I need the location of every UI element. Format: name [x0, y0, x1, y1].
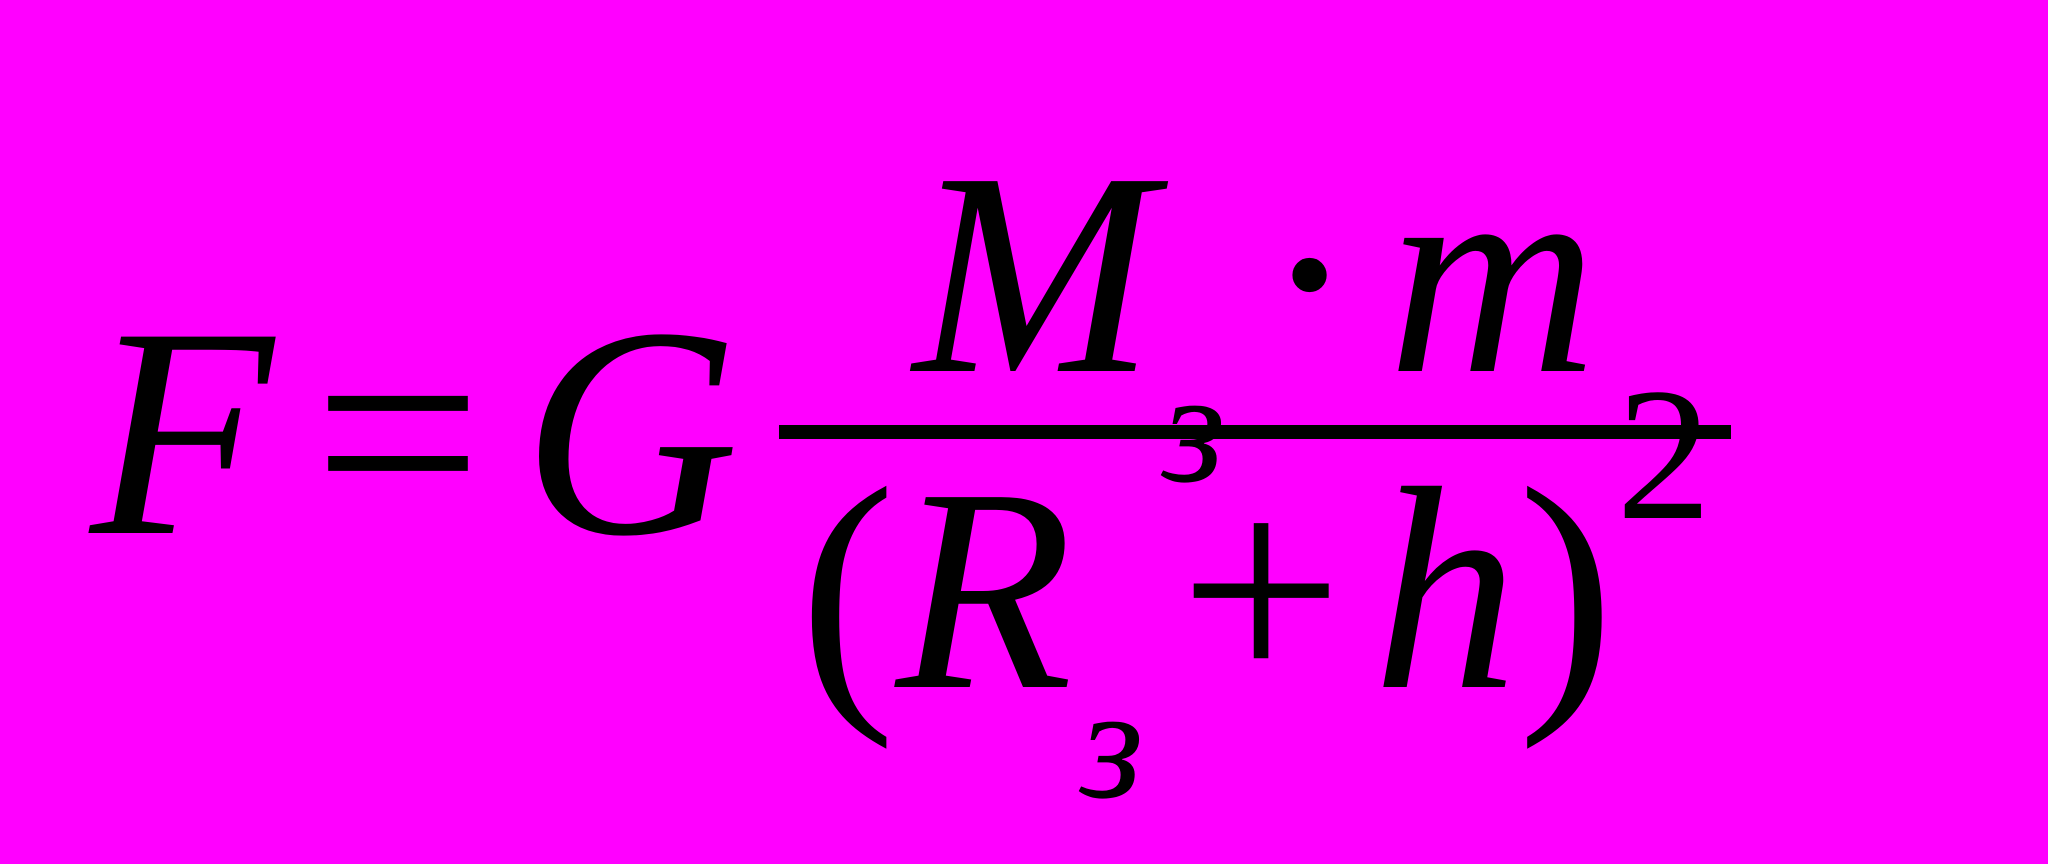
grav-constant-variable: G	[522, 282, 739, 582]
formula-canvas: F = G M з · m ( R з	[0, 0, 2048, 864]
earth-mass-term: M з	[913, 129, 1231, 419]
multiplication-dot: ·	[1261, 129, 1358, 419]
equation-left-side: F = G	[90, 282, 739, 582]
earth-radius-subscript: з	[1081, 663, 1143, 823]
earth-radius-term: R з	[896, 445, 1150, 735]
close-parenthesis: )	[1518, 445, 1615, 735]
denominator-group: ( R з + h ) 2	[799, 445, 1711, 735]
earth-mass-subscript: з	[1163, 347, 1225, 507]
altitude-variable: h	[1373, 445, 1518, 735]
equals-sign: =	[313, 282, 482, 582]
force-variable: F	[90, 282, 273, 582]
fraction-denominator: ( R з + h ) 2	[779, 439, 1731, 741]
earth-radius-variable: R	[896, 445, 1073, 735]
body-mass-variable: m	[1388, 129, 1597, 419]
gravitation-equation: F = G M з · m ( R з	[90, 123, 1731, 741]
open-parenthesis: (	[799, 445, 896, 735]
earth-mass-variable: M	[913, 129, 1155, 419]
squared-exponent: 2	[1616, 360, 1711, 550]
fraction: M з · m ( R з + h ) 2	[779, 123, 1731, 741]
fraction-numerator: M з · m	[893, 123, 1617, 425]
